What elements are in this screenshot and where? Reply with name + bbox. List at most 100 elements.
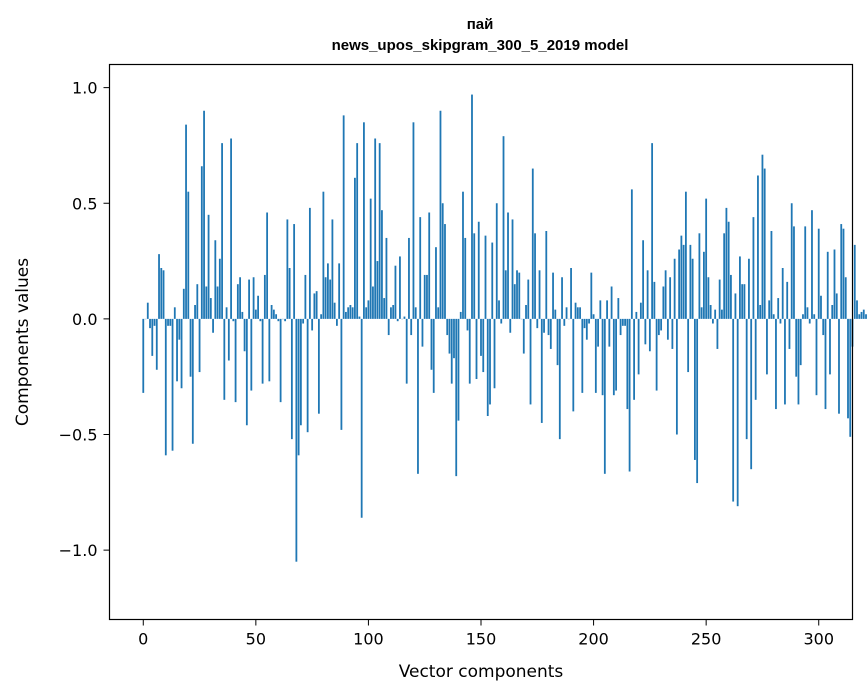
bar <box>180 318 183 389</box>
bar <box>414 307 417 319</box>
bar <box>399 256 401 319</box>
chart-subtitle: news_upos_skipgram_300_5_2019 model <box>332 37 629 54</box>
bar <box>671 318 674 349</box>
bar <box>847 318 849 419</box>
bar <box>617 298 620 319</box>
bar <box>311 318 314 331</box>
bar <box>511 219 514 319</box>
bar <box>712 318 714 324</box>
bar <box>464 237 467 319</box>
bar <box>592 314 595 319</box>
bar <box>775 318 777 410</box>
x-axis-ticks: 0 50 100 150 200 250 300 <box>138 619 834 649</box>
bar <box>203 110 205 319</box>
bar <box>612 318 615 396</box>
bar <box>268 318 271 382</box>
bar <box>653 281 656 319</box>
bar <box>581 318 584 393</box>
bar <box>176 318 178 382</box>
bar <box>858 314 861 319</box>
bar <box>317 318 320 414</box>
bar <box>194 305 196 319</box>
bar <box>608 318 611 347</box>
bar <box>856 300 858 319</box>
bar <box>606 300 608 319</box>
bar <box>644 318 647 345</box>
bar <box>579 307 581 319</box>
bar <box>160 268 163 319</box>
bar <box>770 231 773 319</box>
bar <box>788 318 791 349</box>
bar <box>277 318 280 322</box>
bar <box>500 318 503 324</box>
bar <box>757 175 759 319</box>
y-tick-label: 1.0 <box>72 79 97 98</box>
bar <box>480 318 482 356</box>
x-tick-label: 250 <box>691 630 722 649</box>
bar <box>151 318 154 356</box>
bar <box>493 318 496 389</box>
bar <box>745 318 748 440</box>
bar <box>784 318 786 405</box>
bar <box>583 318 586 329</box>
bar <box>207 214 210 319</box>
bar <box>786 281 789 319</box>
bar <box>299 318 302 426</box>
bar <box>185 124 187 319</box>
bar <box>227 318 230 361</box>
bar <box>709 305 712 319</box>
bar <box>313 293 316 319</box>
bar <box>642 240 645 319</box>
bar <box>354 177 356 319</box>
bar <box>302 318 305 324</box>
bar <box>254 309 257 319</box>
bar <box>842 228 845 319</box>
bar <box>730 274 732 319</box>
bar <box>696 318 699 484</box>
bar <box>153 318 156 326</box>
bar <box>149 318 151 329</box>
bar <box>374 138 377 319</box>
bar <box>178 318 181 340</box>
bar <box>466 318 469 331</box>
bar <box>245 318 248 426</box>
bar <box>829 318 831 375</box>
bar <box>482 318 485 373</box>
bar <box>304 274 307 319</box>
bar <box>707 277 710 319</box>
bar <box>419 217 422 319</box>
bar <box>806 307 809 319</box>
bar <box>155 318 158 370</box>
bar <box>336 318 338 326</box>
bar <box>241 311 244 319</box>
bar <box>471 94 473 319</box>
bar <box>838 318 840 414</box>
bar <box>639 302 642 319</box>
bar <box>768 300 771 319</box>
bar <box>565 307 568 319</box>
bar <box>748 258 750 319</box>
bar <box>331 219 334 319</box>
bar <box>646 270 649 319</box>
bar <box>588 318 590 324</box>
bar <box>270 305 273 319</box>
bar <box>734 293 737 319</box>
bar <box>322 191 325 319</box>
bar <box>594 318 597 393</box>
bar <box>495 203 498 319</box>
bar <box>811 210 813 319</box>
bar <box>597 318 599 347</box>
bar <box>385 237 388 319</box>
bar <box>448 318 451 354</box>
bar <box>297 318 300 456</box>
bar <box>761 154 764 319</box>
bar <box>576 307 579 319</box>
bar <box>651 143 654 319</box>
bar <box>635 311 638 319</box>
bar <box>790 203 793 319</box>
bar <box>315 291 318 319</box>
bar <box>272 309 275 319</box>
bar <box>536 318 539 329</box>
bar <box>293 224 296 319</box>
